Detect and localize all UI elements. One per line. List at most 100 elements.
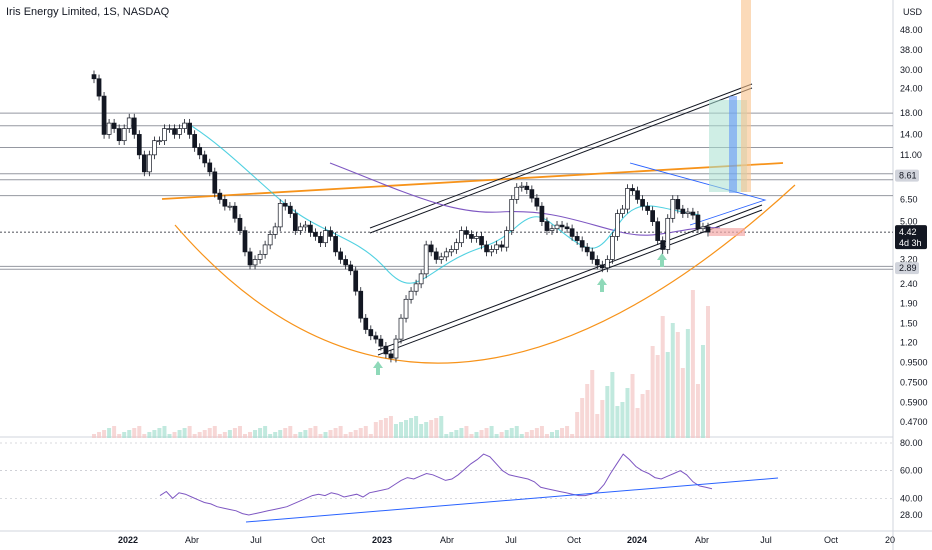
candle-body	[182, 122, 187, 129]
volume-bar	[303, 430, 308, 438]
volume-bar	[268, 434, 273, 438]
date-tick-label: Abr	[440, 535, 454, 545]
candle-body	[599, 264, 605, 269]
candle-body	[282, 203, 288, 207]
candle-body	[187, 122, 192, 135]
volume-bar	[383, 418, 388, 438]
volume-bar	[509, 428, 514, 438]
volume-bar	[102, 430, 107, 438]
volume-bar	[489, 426, 494, 438]
candle-body	[650, 210, 655, 222]
volume-bar	[107, 428, 112, 438]
date-tick-label: 2023	[372, 535, 392, 545]
channel-upper-line	[369, 83, 753, 229]
volume-bar	[555, 430, 560, 438]
volume-bar	[494, 434, 499, 438]
volume-bar	[363, 426, 368, 438]
candle-body	[635, 190, 640, 200]
volume-bar	[529, 430, 534, 438]
candle-body	[680, 208, 686, 214]
candle-body	[589, 251, 595, 260]
candle-body	[428, 244, 434, 253]
candle-body	[111, 122, 117, 129]
moving-average-slow	[329, 162, 721, 236]
volume-bar	[333, 428, 338, 438]
candle-body	[464, 230, 469, 235]
volume-bar	[640, 394, 645, 438]
volume-bar	[595, 414, 600, 438]
candle-body	[192, 134, 198, 148]
volume-bar	[147, 432, 152, 438]
volume-bar	[152, 430, 157, 438]
candle-body	[116, 128, 122, 142]
candle-body	[529, 189, 535, 199]
volume-bar	[690, 290, 695, 438]
date-tick-label: Abr	[185, 535, 199, 545]
volume-bar	[615, 406, 620, 438]
candle-body	[494, 244, 499, 250]
volume-bar	[484, 428, 489, 438]
candle-body	[413, 283, 419, 292]
stop-loss-zone	[709, 228, 745, 236]
volume-bar	[283, 428, 288, 438]
candle-body	[157, 140, 162, 143]
candle-body	[272, 226, 278, 235]
candle-body	[448, 249, 454, 253]
candle-body	[323, 230, 328, 244]
volume-bar	[313, 426, 318, 438]
candle-body	[574, 236, 580, 241]
cup-curve	[174, 184, 796, 364]
candle-body	[167, 128, 172, 130]
volume-bar	[570, 434, 575, 438]
candle-body	[514, 186, 520, 200]
candle-body	[695, 214, 701, 230]
candle-body	[675, 199, 681, 210]
candle-body	[690, 211, 696, 216]
volume-bar	[625, 388, 630, 438]
channel-lower-line	[377, 209, 763, 356]
volume-bar	[197, 432, 202, 438]
candle-body	[297, 226, 303, 231]
candle-body	[489, 249, 494, 253]
candle-body	[267, 234, 273, 246]
candle-body	[554, 224, 560, 230]
volume-bar	[353, 430, 358, 438]
volume-bar	[685, 329, 690, 438]
date-tick-label: 2022	[118, 535, 138, 545]
candle-body	[348, 264, 354, 272]
volume-bar	[222, 432, 227, 438]
volume-bar	[439, 416, 444, 438]
candle-body	[423, 244, 429, 275]
volume-bar	[92, 434, 96, 438]
candle-body	[197, 147, 203, 156]
candle-body	[484, 244, 489, 253]
volume-bar	[132, 428, 137, 438]
candle-body	[615, 213, 620, 237]
volume-bar	[378, 420, 383, 438]
volume-bar	[549, 432, 554, 438]
candle-body	[539, 205, 545, 222]
price-tick-label: 1.50	[900, 319, 918, 329]
volume-bar	[293, 434, 298, 438]
volume-bar	[449, 432, 454, 438]
channel-upper-line	[369, 87, 753, 234]
volume-bar	[399, 422, 403, 438]
candle-body	[363, 317, 369, 330]
volume-bar	[338, 426, 343, 438]
volume-bar	[474, 432, 479, 438]
countdown-label: 4d 3h	[899, 238, 922, 248]
candle-body	[147, 154, 152, 173]
volume-bar	[253, 430, 258, 438]
candle-body	[474, 236, 479, 239]
volume-bar	[348, 432, 353, 438]
volume-bar	[544, 434, 549, 438]
date-tick-label: Oct	[824, 535, 839, 545]
last-price-badge	[895, 225, 927, 250]
volume-bar	[308, 428, 313, 438]
volume-bar	[404, 420, 409, 438]
candle-body	[287, 205, 293, 214]
candle-body	[418, 273, 424, 285]
candle-body	[544, 221, 550, 231]
volume-bar	[167, 434, 172, 438]
